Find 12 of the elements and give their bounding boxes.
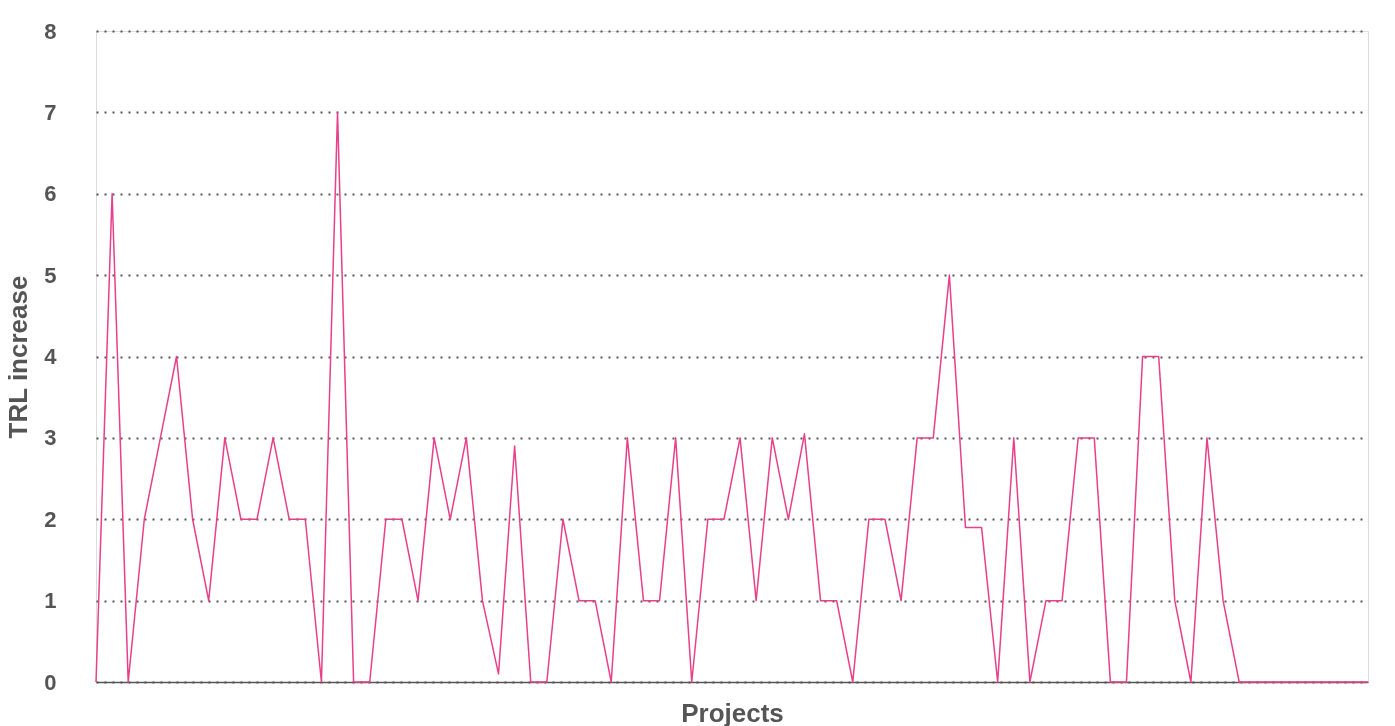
y-tick-label: 1 bbox=[44, 588, 57, 614]
y-tick-label: 4 bbox=[44, 344, 58, 369]
y-tick-label: 7 bbox=[44, 99, 57, 125]
line-series bbox=[95, 111, 1369, 683]
x-axis-title: Projects bbox=[681, 697, 784, 726]
y-tick-label: 0 bbox=[44, 669, 57, 695]
y-tick-label: 2 bbox=[44, 506, 57, 532]
y-axis-title: TRL increase bbox=[3, 275, 34, 439]
y-tick-label: 5 bbox=[44, 262, 57, 288]
y-tick-label: 3 bbox=[44, 425, 57, 451]
y-tick-label: 8 bbox=[44, 18, 57, 44]
y-tick-label: 6 bbox=[44, 181, 57, 207]
